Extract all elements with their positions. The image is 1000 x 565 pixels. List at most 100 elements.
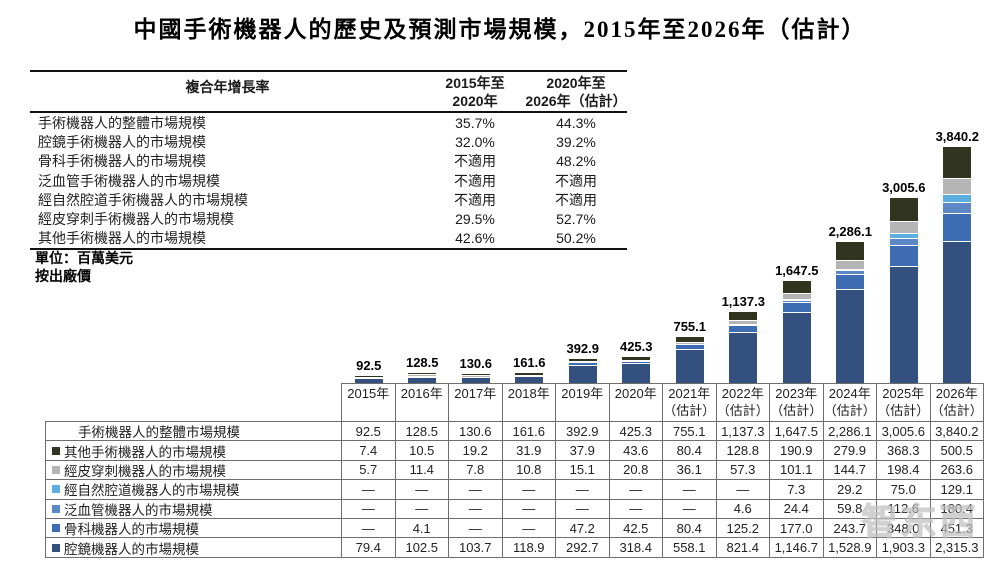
bar-column: 1,647.5 bbox=[770, 125, 824, 383]
table-row-label-text: 骨科機器人的市場規模 bbox=[64, 522, 199, 538]
cagr-row-value-2020-2026: 不適用 bbox=[555, 172, 597, 189]
cagr-row-value-2020-2026: 不適用 bbox=[555, 191, 597, 208]
table-row: 骨科機器人的市場規模 —4.1— —47.2 42.5 80.4 125.2 177.0 24… bbox=[46, 518, 984, 539]
table-cell: 129.1 bbox=[930, 480, 984, 500]
cagr-row: 腔鏡手術機器人的市場規模 32.0% 39.2% bbox=[30, 132, 627, 151]
x-axis-year-cell: 2022年 （估計） bbox=[716, 384, 770, 421]
bar-segment-percutaneous bbox=[461, 375, 490, 377]
table-cell: 118.9 bbox=[502, 538, 556, 558]
bar-segment-orthopedic bbox=[782, 301, 811, 313]
cagr-header-col1-line1: 2015年至 bbox=[445, 75, 505, 91]
bar-segment-other bbox=[943, 146, 972, 178]
table-cell: 1,647.5 bbox=[770, 422, 824, 442]
x-axis-year-line1: 2022年 bbox=[721, 386, 764, 401]
x-axis-years-row: 2015年 2016年 2017年 2018年 2019年 2020年 2021年 （估計） 2… bbox=[341, 383, 984, 421]
bar-segment-panvascular bbox=[943, 201, 972, 213]
table-cell: 1,137.3 bbox=[716, 422, 770, 442]
unit-note-line2: 按出廠價 bbox=[35, 268, 91, 284]
table-cell: 92.5 bbox=[342, 422, 396, 442]
bar-segment-percutaneous bbox=[729, 320, 758, 324]
bar-segment-laparoscopic bbox=[729, 332, 758, 383]
table-cell: 3,005.6 bbox=[877, 422, 931, 442]
bar-total-label: 392.9 bbox=[566, 340, 600, 356]
x-axis-year-line2: （估計） bbox=[716, 403, 769, 418]
cagr-row-value-2015-2020: 29.5% bbox=[455, 211, 495, 228]
cagr-row-label: 經自然腔道手術機器人的市場規模 bbox=[38, 191, 248, 208]
bar-segment-orthopedic bbox=[943, 212, 972, 241]
bar-segment-percutaneous bbox=[782, 292, 811, 299]
x-axis-year-line2: （估計） bbox=[877, 403, 930, 418]
bar-segment-orthopedic bbox=[675, 343, 704, 349]
table-cell: 10.8 bbox=[502, 460, 556, 481]
table-cell: — bbox=[663, 499, 717, 519]
x-axis-year-cell: 2015年 bbox=[342, 384, 396, 421]
bar-segment-percutaneous bbox=[889, 220, 918, 234]
table-cell: 1,146.7 bbox=[770, 538, 824, 558]
table-cell: — bbox=[449, 499, 503, 519]
cagr-table: 複合年增長率 2015年至 2020年 2020年至 2026年（估計） 手術機… bbox=[30, 70, 627, 251]
table-cell: 7.3 bbox=[770, 480, 824, 500]
bar-segment-laparoscopic bbox=[461, 376, 490, 383]
cagr-row: 其他手術機器人的市場規模 42.6% 50.2% bbox=[30, 229, 627, 248]
cagr-header-col1: 2015年至 2020年 bbox=[425, 74, 525, 110]
table-cell: — bbox=[449, 480, 503, 500]
table-cell: 112.6 bbox=[877, 499, 931, 519]
bar-total-label: 425.3 bbox=[619, 338, 653, 354]
cagr-row: 經自然腔道手術機器人的市場規模 不適用 不適用 bbox=[30, 190, 627, 209]
table-row-label: 腔鏡機器人的市場規模 bbox=[46, 538, 342, 558]
table-cell: 19.2 bbox=[449, 441, 503, 461]
table-cell: — bbox=[716, 480, 770, 500]
table-cell: — bbox=[609, 480, 663, 500]
table-cell: — bbox=[502, 518, 556, 539]
cagr-row-label: 泛血管手術機器人的市場規模 bbox=[38, 172, 220, 189]
table-cell: 177.0 bbox=[770, 518, 824, 539]
table-cell: 80.4 bbox=[663, 518, 717, 539]
table-row-label-text: 手術機器人的整體市場規模 bbox=[78, 425, 240, 441]
table-cell: 43.6 bbox=[609, 441, 663, 461]
cagr-header-label: 複合年增長率 bbox=[185, 79, 270, 95]
cagr-row-value-2020-2026: 52.7% bbox=[556, 211, 596, 228]
bar-segment-percutaneous bbox=[622, 359, 651, 361]
bar-segment-orthopedic bbox=[622, 360, 651, 364]
data-table: 手術機器人的整體市場規模 92.5 128.5 130.6 161.6 392.9 425.… bbox=[45, 421, 984, 558]
bar-total-label: 755.1 bbox=[673, 318, 707, 334]
bar-segment-orthopedic bbox=[729, 324, 758, 333]
table-cell: 79.4 bbox=[342, 538, 396, 558]
cagr-row-value-2015-2020: 不適用 bbox=[454, 153, 496, 170]
cagr-row-label: 手術機器人的整體市場規模 bbox=[38, 114, 206, 131]
table-row-label: 泛血管機器人的市場規模 bbox=[46, 499, 342, 519]
bar-segment-panvascular bbox=[729, 323, 758, 325]
bar-segment-laparoscopic bbox=[408, 376, 437, 383]
x-axis-year-line1: 2019年 bbox=[561, 386, 604, 401]
table-cell: 15.1 bbox=[556, 460, 610, 481]
table-cell: 128.8 bbox=[716, 441, 770, 461]
cagr-header-col2-line2: 2026年（估計） bbox=[525, 93, 627, 109]
x-axis-year-cell: 2025年 （估計） bbox=[877, 384, 931, 421]
bar-segment-other bbox=[675, 336, 704, 342]
unit-note-line1: 單位：百萬美元 bbox=[35, 250, 133, 266]
table-cell: 57.3 bbox=[716, 460, 770, 481]
stacked-bar-chart: 92.5 128.5 130.6 161.6 392.9 425.3 755.1 1,137.… bbox=[342, 125, 984, 383]
table-row-label: 其他手術機器人的市場規模 bbox=[46, 441, 342, 461]
bar-segment-other bbox=[889, 198, 918, 221]
table-cell: 37.9 bbox=[556, 441, 610, 461]
table-cell: — bbox=[342, 499, 396, 519]
cagr-table-header: 複合年增長率 2015年至 2020年 2020年至 2026年（估計） bbox=[30, 72, 627, 111]
cagr-header-col2: 2020年至 2026年（估計） bbox=[525, 74, 627, 110]
x-axis-year-line1: 2024年 bbox=[828, 386, 871, 401]
cagr-row-value-2015-2020: 32.0% bbox=[455, 133, 495, 150]
x-axis-year-cell: 2020年 bbox=[610, 384, 663, 421]
bar-column: 2,286.1 bbox=[824, 125, 878, 383]
bar-segment-orthopedic bbox=[889, 244, 918, 266]
table-cell: 36.1 bbox=[663, 460, 717, 481]
bar-total-label: 1,647.5 bbox=[775, 262, 819, 278]
x-axis-year-cell: 2019年 bbox=[556, 384, 610, 421]
table-cell: — bbox=[395, 499, 449, 519]
bar-segment-percutaneous bbox=[568, 360, 597, 363]
legend-swatch bbox=[52, 524, 60, 533]
cagr-row-label: 骨科手術機器人的市場規模 bbox=[38, 153, 206, 170]
table-cell: 1,528.9 bbox=[823, 538, 877, 558]
table-cell: 198.4 bbox=[877, 460, 931, 481]
bar-column: 92.5 bbox=[342, 125, 396, 383]
table-cell: 755.1 bbox=[663, 422, 717, 442]
